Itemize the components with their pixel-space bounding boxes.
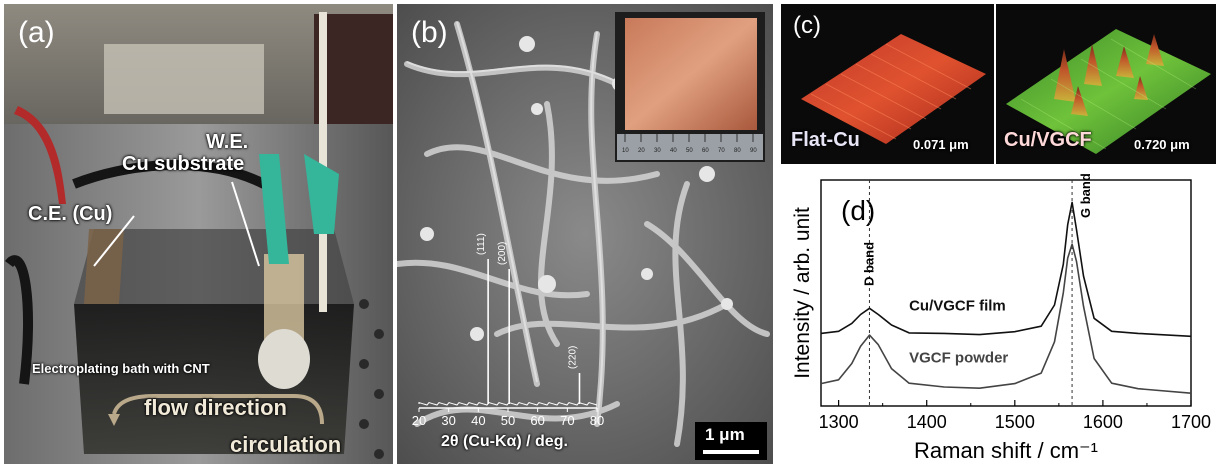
y-axis-label: Intensity / arb. unit (791, 207, 814, 379)
x-tick-label: 1700 (1171, 412, 1211, 432)
panel-b-sem-image: 10 20 30 40 50 60 70 80 90 (111) (200) (220) 20 30 40… (397, 4, 773, 464)
ruler-number: 20 (638, 148, 645, 154)
ruler-number: 30 (654, 148, 661, 154)
xrd-tick-label: 70 (560, 413, 574, 428)
cu-vgcf-3d-surface (1006, 29, 1211, 154)
series-label: VGCF powder (909, 349, 1008, 366)
electroplating-setup-photo (4, 4, 393, 464)
xrd-tick-label: 20 (412, 413, 426, 428)
series-line-cu-vgcf-film (820, 201, 1192, 338)
flat-cu-title: Flat-Cu (791, 129, 860, 151)
panel-label-c: (c) (793, 12, 821, 39)
d-band-annotation: D band (861, 242, 876, 286)
xrd-tick-label: 40 (471, 413, 485, 428)
ruler-number: 40 (670, 148, 677, 154)
sem-micrograph: 10 20 30 40 50 60 70 80 90 (111) (200) (220) 20 30 40… (397, 4, 773, 464)
xrd-axis-label: 2θ (Cu-Kα) / deg. (441, 433, 568, 450)
raman-spectrum-chart: (d) D band G band Cu/VGCF film VGCF powder 13… (791, 173, 1211, 463)
ruler-number: 50 (686, 148, 693, 154)
we-label: W.E. (206, 131, 249, 153)
series-line-vgcf-powder (820, 243, 1192, 394)
ce-label: C.E. (Cu) (28, 203, 113, 225)
x-tick-label: 1300 (819, 412, 859, 432)
panel-label-d: (d) (841, 195, 875, 226)
cu-vgcf-title: Cu/VGCF (1004, 129, 1092, 151)
scale-bar-label: 1 μm (705, 425, 745, 444)
x-axis-label: Raman shift / cm⁻¹ (914, 438, 1098, 463)
panel-c-flat-cu-map: (c) Flat-Cu 0.071 μm (781, 4, 994, 164)
ruler-number: 90 (750, 148, 757, 154)
xrd-peak-label: (111) (476, 233, 487, 255)
xrd-tick-label: 30 (441, 413, 455, 428)
xrd-baseline (418, 401, 598, 406)
flow-direction-label: flow direction (144, 395, 287, 420)
scale-bar-box: 1 μm (695, 422, 767, 460)
ruler-number: 60 (702, 148, 709, 154)
plot-frame (820, 179, 1192, 407)
panel-label-a: (a) (18, 16, 55, 49)
panel-label-b: (b) (411, 16, 448, 49)
x-tick-label: 1600 (1083, 412, 1123, 432)
panel-d-raman-chart: (d) D band G band Cu/VGCF film VGCF powder 13… (781, 168, 1217, 466)
substrate-label: Cu substrate (122, 153, 245, 175)
circulation-label: circulation (230, 432, 342, 457)
panel-a-photo: (a) W.E. Cu substrate C.E. (Cu) Electrop… (4, 4, 393, 464)
flat-cu-3d-surface (801, 34, 986, 144)
xrd-peak-label: (220) (567, 346, 578, 369)
xrd-tick-label: 60 (530, 413, 544, 428)
ruler-number: 70 (718, 148, 725, 154)
xrd-tick-label: 80 (590, 413, 604, 428)
cu-vgcf-roughness: 0.720 μm (1134, 137, 1190, 152)
ruler-number: 10 (622, 148, 629, 154)
g-band-annotation: G band (1078, 173, 1093, 218)
xrd-pattern: (111) (200) (220) 20 30 40 50 60 70 80 (412, 233, 604, 428)
series-label: Cu/VGCF film (909, 298, 1006, 315)
xrd-tick-label: 50 (501, 413, 515, 428)
flat-cu-roughness: 0.071 μm (913, 137, 969, 152)
x-tick-label: 1500 (995, 412, 1035, 432)
x-tick-label: 1400 (907, 412, 947, 432)
xrd-peak-label: (200) (497, 242, 508, 265)
scale-bar (703, 450, 759, 454)
ruler-number: 80 (734, 148, 741, 154)
ruler-numbers: 10 20 30 40 50 60 70 80 90 (622, 148, 757, 154)
panel-c-vgcf-map: Cu/VGCF 0.720 μm (996, 4, 1216, 164)
bath-label: Electroplating bath with CNT (32, 361, 210, 376)
